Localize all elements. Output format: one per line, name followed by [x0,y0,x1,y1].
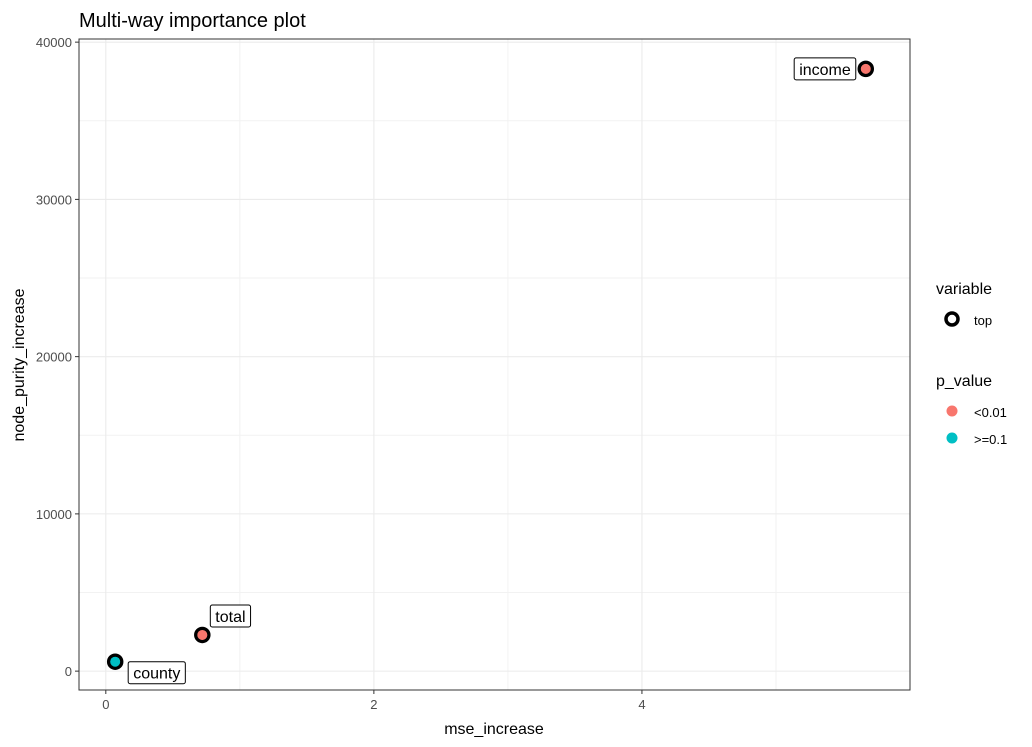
x-tick-label: 2 [370,697,377,712]
panel-border [78,38,911,691]
legend-label-top: top [974,313,992,328]
y-tick-label: 10000 [36,507,72,522]
legend-key-top [944,311,960,327]
point-label-box-total [209,604,252,628]
x-axis-title: mse_increase [444,721,544,738]
x-tick-label: 0 [102,697,109,712]
point-outline-total [194,626,211,644]
legend-label-high-p: >=0.1 [974,432,1007,447]
x-tick-label: 4 [638,697,645,712]
point-label-income: income [799,62,851,79]
legend-label-low-p: <0.01 [974,405,1007,420]
point-outline-income [857,60,875,78]
y-tick-label: 40000 [36,35,72,50]
y-tick-label: 20000 [36,350,72,365]
legend-title-variable: variable [936,281,992,298]
point-total [197,629,208,640]
legend-key-high-p [946,432,958,444]
point-label-total: total [215,609,245,626]
y-tick-label: 0 [65,664,72,679]
y-tick-label: 30000 [36,192,72,207]
point-label-box-county [127,661,186,685]
point-income [860,63,871,74]
legend: variable top p_value <0.01 >=0.1 [936,281,1007,447]
plot-panel: 0 2 4 0 10000 20000 30000 40000 income total count… [36,35,911,712]
point-county [110,656,121,667]
point-outline-county [106,653,124,670]
legend-key-low-p [946,405,958,417]
point-label-county: county [133,666,180,683]
legend-title-p-value: p_value [936,373,992,390]
y-axis-title: node_purity_increase [11,288,28,441]
chart-title: Multi-way importance plot [79,10,306,32]
point-label-box-income [793,57,857,81]
